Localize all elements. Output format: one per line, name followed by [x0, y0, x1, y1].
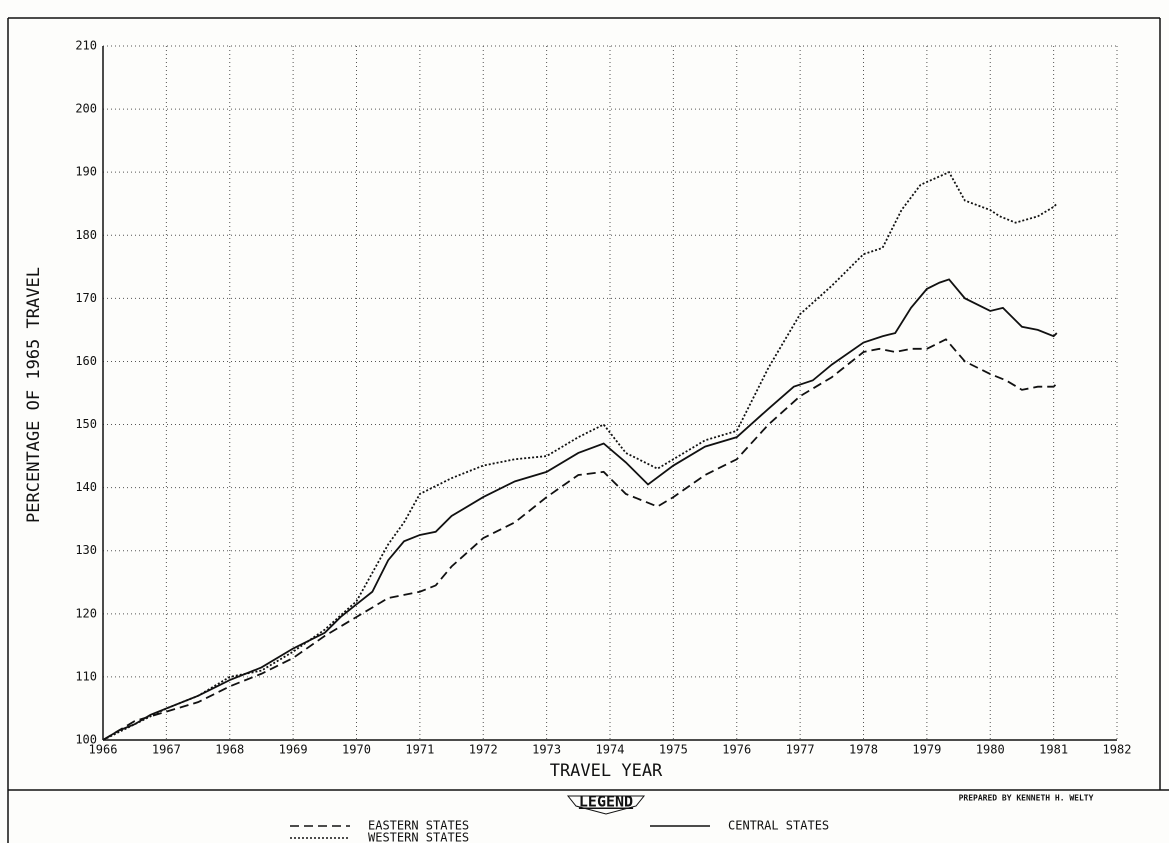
x-tick-label: 1980 [976, 743, 1005, 757]
x-tick-label: 1967 [152, 743, 181, 757]
x-tick-label: 1981 [1039, 743, 1068, 757]
x-tick-label: 1973 [532, 743, 561, 757]
y-tick-label: 190 [75, 165, 97, 179]
series-line [102, 171, 1058, 741]
y-axis-label: PERCENTAGE OF 1965 TRAVEL [24, 267, 44, 523]
x-tick-label: 1978 [849, 743, 878, 757]
y-tick-label: 160 [75, 354, 97, 368]
y-tick-label: 110 [75, 669, 97, 683]
x-tick-label: 1971 [405, 743, 434, 757]
series-line [102, 278, 1058, 741]
x-tick-label: 1970 [342, 743, 371, 757]
y-tick-label: 150 [75, 417, 97, 431]
x-tick-label: 1977 [786, 743, 815, 757]
x-tick-label: 1974 [596, 743, 625, 757]
x-tick-label: 1968 [215, 743, 244, 757]
legend-label: EASTERN STATES [368, 819, 469, 833]
legend-label: WESTERN STATES [368, 831, 469, 843]
x-tick-label: 1969 [279, 743, 308, 757]
credit: PREPARED BY KENNETH H. WELTY [959, 794, 1094, 803]
x-tick-label: 1979 [912, 743, 941, 757]
x-tick-label: 1975 [659, 743, 688, 757]
x-tick-label: 1972 [469, 743, 498, 757]
legend-title: LEGEND [579, 793, 633, 811]
x-tick-label: 1976 [722, 743, 751, 757]
x-tick-label: 1966 [89, 743, 118, 757]
y-tick-label: 100 [75, 733, 97, 747]
y-tick-label: 180 [75, 228, 97, 242]
x-tick-label: 1982 [1103, 743, 1132, 757]
legend-label: CENTRAL STATES [728, 819, 829, 833]
y-tick-label: 130 [75, 543, 97, 557]
y-tick-label: 120 [75, 606, 97, 620]
series-line [102, 338, 1058, 741]
legend-badge [566, 795, 646, 815]
y-tick-label: 210 [75, 39, 97, 53]
x-axis-label: TRAVEL YEAR [550, 761, 663, 781]
y-tick-label: 200 [75, 102, 97, 116]
y-tick-label: 170 [75, 291, 97, 305]
y-tick-label: 140 [75, 480, 97, 494]
